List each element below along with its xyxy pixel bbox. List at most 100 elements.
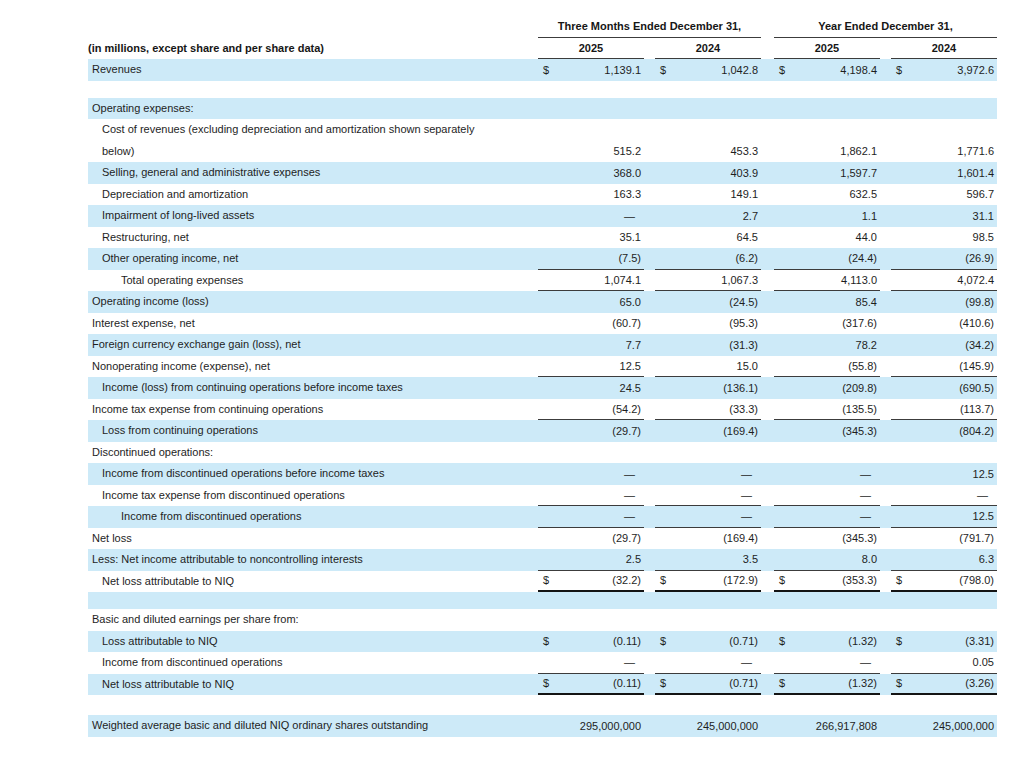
cell-three-months-2025: (54.2): [538, 399, 644, 421]
cell-year-2025: [774, 98, 880, 120]
cell-value: (169.4): [723, 425, 761, 437]
table-row: Net loss attributable to NIQ $(0.11) $(0…: [88, 674, 997, 696]
cell-value: (209.8): [842, 382, 880, 394]
cell-three-months-2024: —: [655, 463, 761, 485]
cell-value: —: [741, 656, 761, 668]
row-label: Less: Net income attributable to noncont…: [88, 549, 527, 571]
cell-value: 64.5: [737, 231, 761, 243]
dollar-sign: $: [655, 677, 666, 689]
cell-value: (1.32): [848, 677, 880, 689]
cell-three-months-2025: (29.7): [538, 528, 644, 550]
row-label: Net loss: [88, 528, 527, 550]
row-label: Loss from continuing operations: [88, 420, 527, 442]
cell-value: 4,198.4: [840, 64, 880, 76]
cell-three-months-2025: —: [538, 463, 644, 485]
cell-three-months-2025: 12.5: [538, 356, 644, 378]
cell-three-months-2024: (169.4): [655, 420, 761, 442]
cell-value: —: [977, 489, 997, 501]
cell-year-2025: (135.5): [774, 399, 880, 421]
cell-year-2025: (55.8): [774, 356, 880, 378]
cell-value: (0.11): [613, 635, 644, 647]
dollar-sign: $: [891, 635, 902, 647]
table-row: Income (loss) from continuing operations…: [88, 377, 997, 399]
cell-value: 12.5: [620, 360, 644, 372]
cell-three-months-2025: (29.7): [538, 420, 644, 442]
cell-value: (54.2): [612, 403, 644, 415]
cell-three-months-2024: —: [655, 485, 761, 507]
cell-year-2024: (410.6): [891, 313, 997, 335]
cell-value: 65.0: [620, 296, 644, 308]
table-row: Weighted average basic and diluted NIQ o…: [88, 715, 997, 737]
table-row: Cost of revenues (excluding depreciation…: [88, 119, 997, 162]
table-row: Nonoperating income (expense), net 12.5 …: [88, 356, 997, 378]
cell-year-2024: $3,972.6: [891, 59, 997, 81]
year-header-fy-2025: 2025: [774, 38, 880, 59]
cell-year-2024: —: [891, 485, 997, 507]
cell-value: 3.5: [743, 553, 761, 565]
cell-year-2024: (791.7): [891, 528, 997, 550]
cell-value: 149.1: [730, 188, 761, 200]
cell-value: (113.7): [960, 403, 997, 415]
col-group-three-months-label: Three Months Ended December 31,: [558, 20, 741, 32]
cell-value: —: [624, 510, 644, 522]
table-row: Income from discontinued operations befo…: [88, 463, 997, 485]
cell-three-months-2024: —: [655, 506, 761, 528]
cell-value: 1,597.7: [840, 167, 880, 179]
cell-three-months-2024: 2.7: [655, 205, 761, 227]
cell-value: 35.1: [620, 231, 644, 243]
cell-value: —: [741, 510, 761, 522]
table-row: Less: Net income attributable to noncont…: [88, 549, 997, 571]
cell-value: —: [624, 489, 644, 501]
table-row: Net loss (29.7) (169.4) (345.3) (791.7): [88, 528, 997, 550]
cell-value: —: [741, 489, 761, 501]
cell-value: (6.2): [735, 252, 761, 264]
cell-year-2025: —: [774, 485, 880, 507]
cell-three-months-2025: —: [538, 506, 644, 528]
row-label: Impairment of long-lived assets: [88, 205, 527, 227]
cell-value: —: [624, 468, 644, 480]
cell-value: (804.2): [959, 425, 997, 437]
cell-value: (798.0): [959, 574, 997, 586]
cell-year-2024: 4,072.4: [891, 270, 997, 292]
cell-year-2025: (317.6): [774, 313, 880, 335]
table-row: Total operating expenses 1,074.1 1,067.3…: [88, 270, 997, 292]
cell-value: (26.9): [965, 252, 997, 264]
dollar-sign: $: [655, 635, 666, 647]
cell-value: 98.5: [973, 231, 997, 243]
cell-value: 1,862.1: [840, 145, 880, 157]
cell-value: (60.7): [612, 317, 644, 329]
dollar-sign: $: [538, 574, 549, 586]
cell-three-months-2024: 1,067.3: [655, 270, 761, 292]
cell-year-2024: (113.7): [891, 399, 997, 421]
cell-value: 245,000,000: [697, 720, 761, 732]
row-label: Cost of revenues (excluding depreciation…: [88, 119, 527, 162]
cell-three-months-2025: 65.0: [538, 291, 644, 313]
cell-year-2025: (209.8): [774, 377, 880, 399]
cell-three-months-2025: $(0.11): [538, 631, 644, 653]
cell-value: (0.11): [613, 677, 644, 689]
year-header-fy-2024: 2024: [891, 38, 997, 59]
cell-value: 1,771.6: [957, 145, 997, 157]
cell-three-months-2025: [538, 442, 644, 464]
table-row: Other operating income, net (7.5) (6.2) …: [88, 248, 997, 270]
cell-value: 3,972.6: [957, 64, 997, 76]
cell-value: (1.32): [848, 635, 880, 647]
cell-value: 85.4: [856, 296, 880, 308]
cell-value: (135.5): [842, 403, 880, 415]
cell-year-2024: 12.5: [891, 506, 997, 528]
cell-value: 632.5: [849, 188, 880, 200]
cell-three-months-2025: 35.1: [538, 227, 644, 249]
row-label: Revenues: [88, 59, 527, 81]
row-label: Income from discontinued operations: [88, 506, 527, 528]
cell-value: (29.7): [612, 425, 644, 437]
cell-value: 31.1: [973, 210, 997, 222]
row-label: Weighted average basic and diluted NIQ o…: [88, 715, 527, 737]
cell-value: 453.3: [730, 145, 761, 157]
cell-year-2025: 4,113.0: [774, 270, 880, 292]
cell-three-months-2025: —: [538, 485, 644, 507]
cell-value: (690.5): [959, 382, 997, 394]
cell-three-months-2025: 7.7: [538, 334, 644, 356]
cell-year-2025: 266,917,808: [774, 715, 880, 737]
cell-year-2024: 31.1: [891, 205, 997, 227]
cell-year-2025: [774, 442, 880, 464]
